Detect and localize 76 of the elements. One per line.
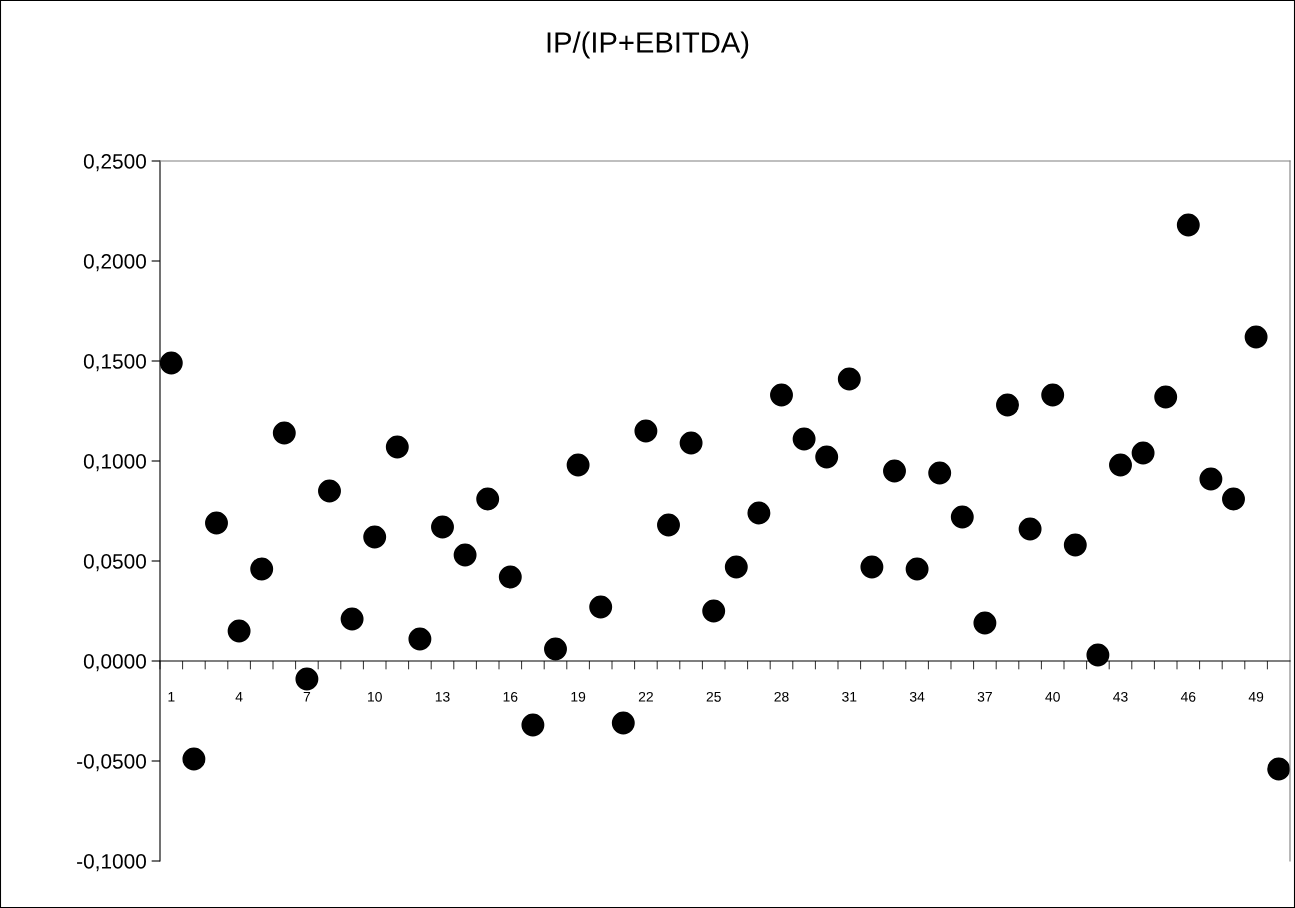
point (928, 461, 952, 485)
chart-title: IP/(IP+EBITDA) (547, 31, 749, 59)
point (227, 619, 251, 643)
point (544, 637, 567, 661)
point (1244, 325, 1268, 349)
x-tick-label: 40 (1045, 691, 1060, 702)
point (860, 555, 884, 579)
x-tick-label: 16 (503, 691, 518, 702)
point (634, 419, 658, 443)
x-tick-label: 10 (368, 691, 382, 702)
point (950, 505, 974, 529)
point (1109, 453, 1132, 477)
point (521, 713, 545, 737)
y-tick-label: 0,0500 (83, 554, 146, 572)
y-tick-label: -0,0500 (77, 754, 146, 772)
point (250, 557, 274, 581)
point (702, 599, 726, 623)
point (272, 421, 296, 445)
point (1267, 757, 1291, 781)
y-tick-label: -0,1000 (77, 854, 146, 872)
x-tick-label: 4 (235, 692, 243, 702)
point (1131, 441, 1155, 465)
point (385, 435, 409, 459)
point (611, 711, 635, 735)
x-tick-label: 49 (1248, 691, 1264, 702)
point (340, 607, 364, 631)
y-tick-label: 0,2500 (83, 154, 146, 172)
x-tick-label: 28 (774, 691, 789, 702)
point (996, 393, 1019, 417)
point (566, 453, 590, 477)
x-tick-label: 22 (638, 691, 653, 702)
point (1063, 533, 1087, 557)
x-tick-label: 37 (977, 691, 992, 702)
point (905, 557, 929, 581)
point (453, 543, 477, 567)
point (159, 351, 183, 375)
y-tick-label: 0,0000 (83, 654, 146, 672)
x-tick-label: 43 (1113, 691, 1128, 702)
point (182, 747, 206, 771)
point (747, 501, 771, 525)
point (657, 513, 680, 537)
point (815, 445, 839, 469)
point (1199, 467, 1223, 491)
x-tick-label: 25 (706, 691, 721, 702)
point (1018, 517, 1042, 541)
point (679, 431, 703, 455)
point (1041, 383, 1065, 407)
point (1154, 385, 1178, 409)
x-tick-label: 1 (168, 692, 175, 702)
point (1086, 643, 1110, 667)
x-tick-label: 46 (1180, 691, 1196, 702)
point (589, 595, 613, 619)
y-tick-label: 0,2000 (83, 254, 146, 272)
point (1176, 213, 1200, 237)
point (883, 459, 906, 483)
point (205, 511, 228, 535)
x-tick-label: 31 (842, 691, 857, 702)
point (724, 555, 748, 579)
x-tick-label: 19 (571, 691, 586, 702)
point (770, 383, 793, 407)
point (1222, 487, 1245, 511)
point (318, 479, 341, 503)
point (498, 565, 522, 589)
point (792, 427, 816, 451)
x-tick-label: 34 (909, 691, 925, 702)
point (973, 611, 997, 635)
point (295, 667, 319, 691)
point (431, 515, 454, 539)
x-tick-label: 7 (303, 692, 311, 702)
point (837, 367, 861, 391)
point (408, 627, 432, 651)
y-tick-label: 0,1500 (83, 354, 146, 372)
x-tick-label: 13 (435, 691, 450, 702)
point (363, 525, 387, 549)
y-tick-label: 0,1000 (83, 454, 146, 472)
point (476, 487, 500, 511)
